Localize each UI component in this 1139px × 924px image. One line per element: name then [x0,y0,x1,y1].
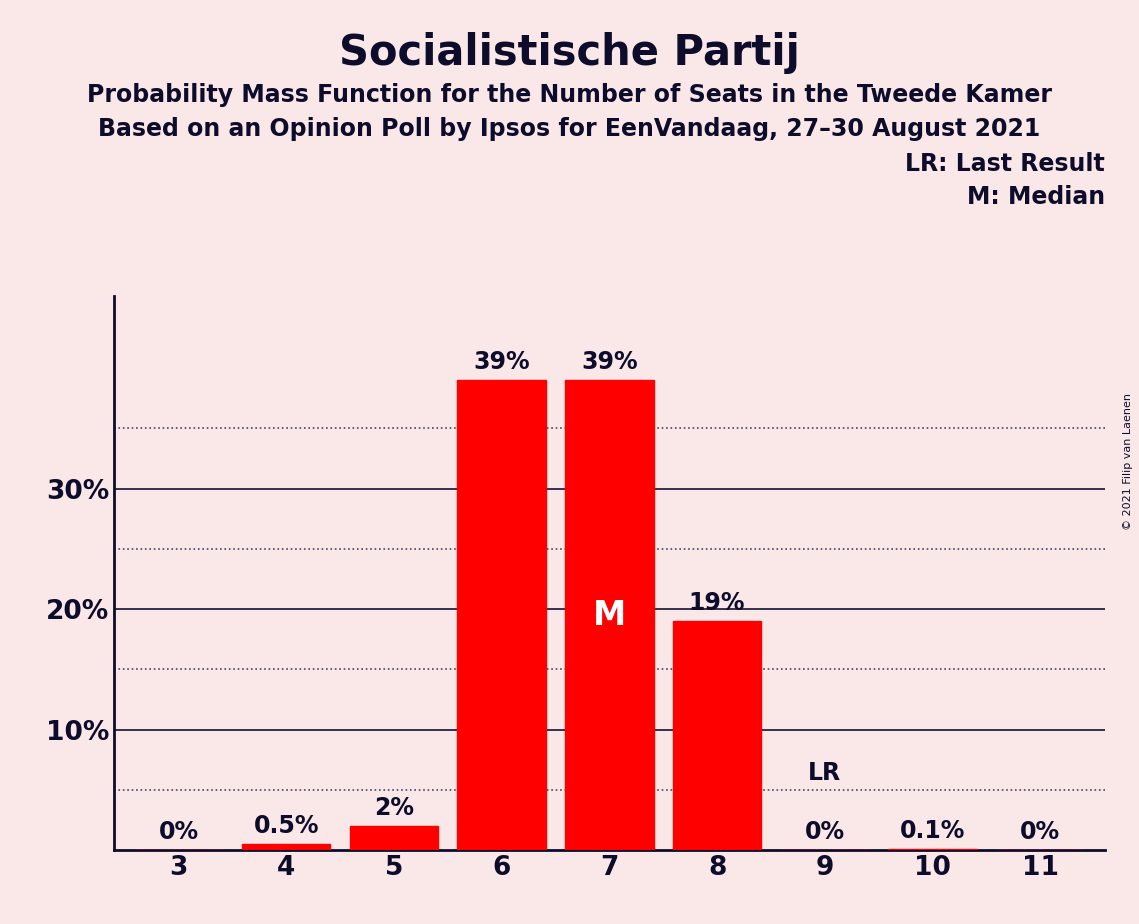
Text: LR: LR [809,761,842,785]
Text: 2%: 2% [374,796,413,820]
Text: 0%: 0% [1021,821,1060,844]
Bar [565,380,654,850]
Text: 39%: 39% [474,350,530,374]
Text: M: M [592,599,626,632]
Bar [458,380,546,850]
Text: 0%: 0% [158,821,198,844]
Text: LR: Last Result: LR: Last Result [906,152,1105,176]
Text: 0.1%: 0.1% [900,819,965,843]
Text: © 2021 Filip van Laenen: © 2021 Filip van Laenen [1123,394,1133,530]
Text: Probability Mass Function for the Number of Seats in the Tweede Kamer: Probability Mass Function for the Number… [87,83,1052,107]
Text: 19%: 19% [689,591,745,615]
Text: 39%: 39% [581,350,638,374]
Text: Socialistische Partij: Socialistische Partij [339,32,800,74]
Text: M: Median: M: Median [967,185,1105,209]
Text: Based on an Opinion Poll by Ipsos for EenVandaag, 27–30 August 2021: Based on an Opinion Poll by Ipsos for Ee… [98,117,1041,141]
Bar [243,844,330,850]
Bar [350,826,439,850]
Bar [673,621,761,850]
Text: 0.5%: 0.5% [254,814,319,838]
Text: 0%: 0% [805,821,845,844]
Bar [888,849,976,850]
